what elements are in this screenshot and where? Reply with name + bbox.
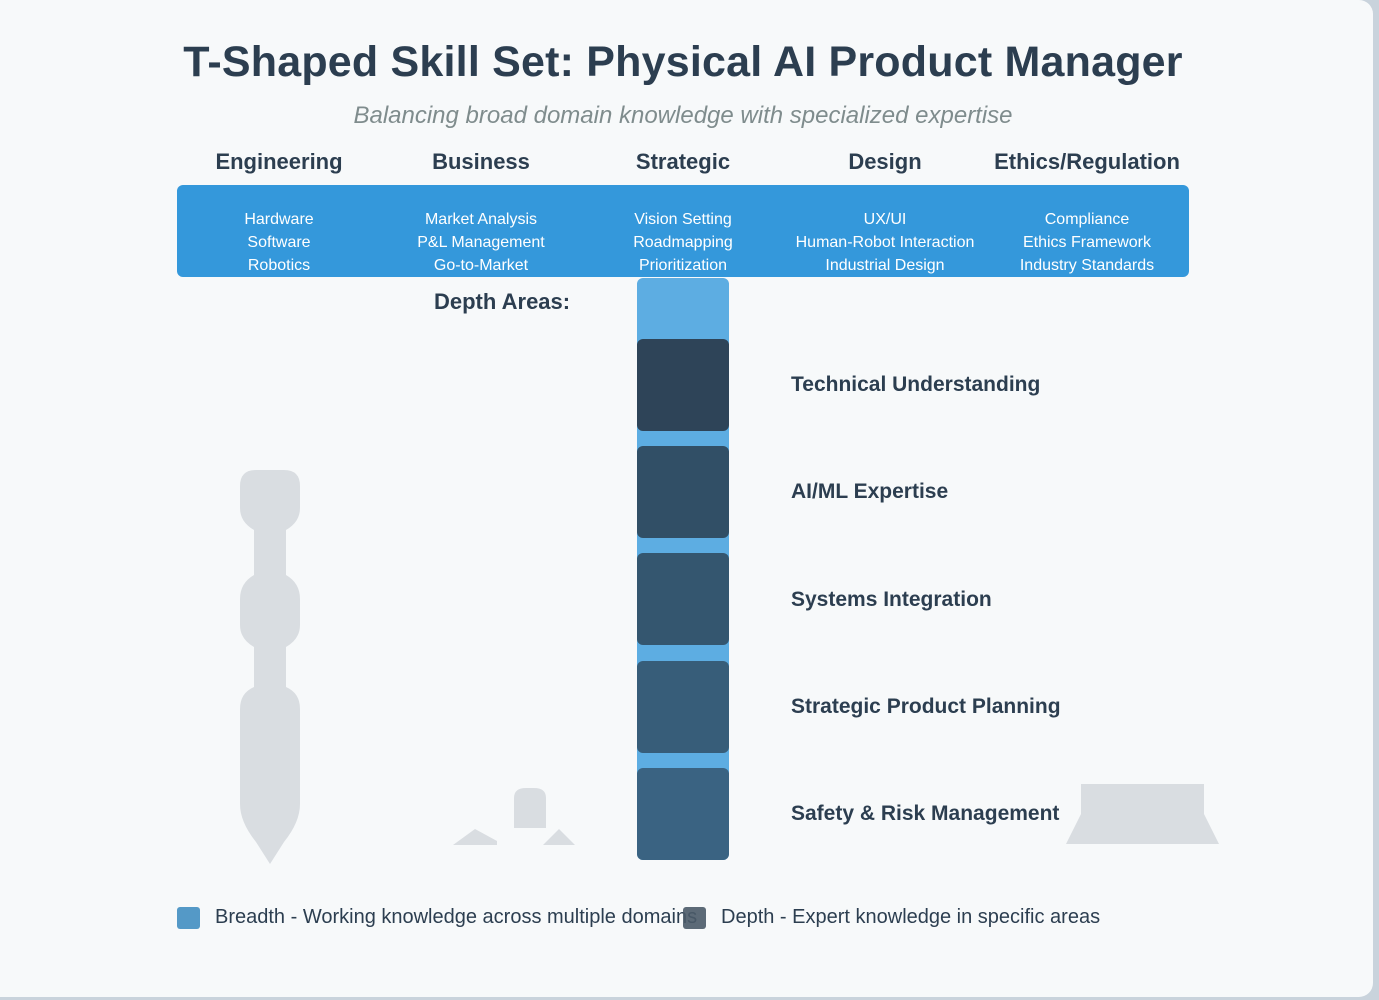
legend-breadth-swatch xyxy=(177,907,200,929)
breadth-item: Software xyxy=(247,234,311,251)
breadth-item: Robotics xyxy=(247,257,311,274)
legend-depth-swatch xyxy=(683,907,706,929)
depth-label-safety: Safety & Risk Management xyxy=(791,802,1060,825)
depth-label-technical: Technical Understanding xyxy=(791,373,1041,396)
depth-block-1 xyxy=(637,339,729,431)
legend-breadth-label: Breadth - Working knowledge across multi… xyxy=(215,906,698,928)
breadth-items-engineering: Hardware Software Robotics xyxy=(178,208,380,277)
column-header-engineering: Engineering xyxy=(215,149,343,174)
breadth-item: Industrial Design xyxy=(825,257,945,274)
depth-block-4 xyxy=(637,661,729,753)
depth-block-2 xyxy=(637,446,729,538)
breadth-item: P&L Management xyxy=(417,234,545,251)
breadth-items-strategic: Vision Setting Roadmapping Prioritizatio… xyxy=(582,208,784,277)
breadth-item: Ethics Framework xyxy=(1022,234,1152,251)
breadth-items-business: Market Analysis P&L Management Go-to-Mar… xyxy=(380,208,582,277)
breadth-bar xyxy=(177,185,1189,277)
breadth-item: Go-to-Market xyxy=(433,257,529,274)
depth-block-3 xyxy=(637,553,729,645)
breadth-item: Market Analysis xyxy=(424,211,538,228)
breadth-item: UX/UI xyxy=(863,211,907,228)
breadth-item: Roadmapping xyxy=(633,234,733,251)
breadth-item: Industry Standards xyxy=(1019,257,1155,274)
depth-block-5 xyxy=(637,768,729,860)
robot-icon xyxy=(453,788,575,845)
column-header-strategic: Strategic xyxy=(635,149,731,174)
breadth-item: Prioritization xyxy=(638,257,728,274)
column-header-design: Design xyxy=(848,149,922,174)
page-title: T-Shaped Skill Set: Physical AI Product … xyxy=(183,38,1183,86)
depth-label-systems: Systems Integration xyxy=(791,588,992,611)
depth-label-aiml: AI/ML Expertise xyxy=(791,480,949,503)
breadth-items-design: UX/UI Human-Robot Interaction Industrial… xyxy=(784,208,986,277)
column-header-business: Business xyxy=(432,149,530,174)
breadth-item: Human-Robot Interaction xyxy=(795,234,975,251)
column-header-ethics: Ethics/Regulation xyxy=(994,149,1180,174)
depth-areas-heading: Depth Areas: xyxy=(434,289,571,314)
breadth-item: Compliance xyxy=(1044,211,1130,228)
robot-arm-icon xyxy=(240,470,300,864)
page-subtitle: Balancing broad domain knowledge with sp… xyxy=(353,102,1013,129)
breadth-items-ethics: Compliance Ethics Framework Industry Sta… xyxy=(986,208,1188,277)
legend-depth-label: Depth - Expert knowledge in specific are… xyxy=(721,906,1101,928)
breadth-item: Hardware xyxy=(244,211,314,228)
depth-label-strategic: Strategic Product Planning xyxy=(791,695,1061,718)
conveyor-icon xyxy=(1066,784,1219,844)
breadth-item: Vision Setting xyxy=(634,211,732,228)
